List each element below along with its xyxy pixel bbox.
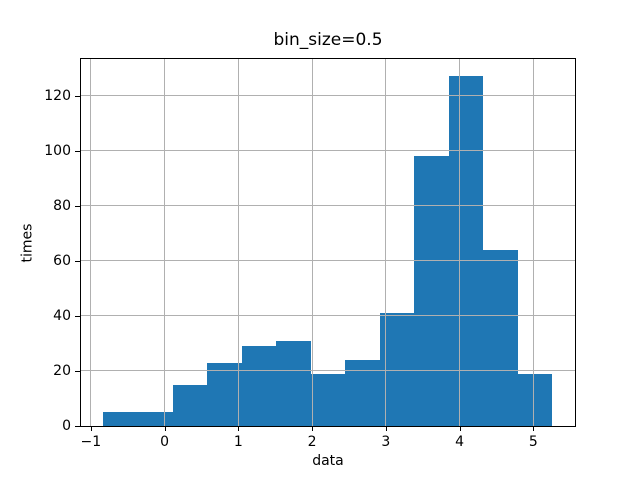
x-tick-mark <box>312 426 314 431</box>
y-tick-label: 100 <box>44 142 71 159</box>
histogram-bar <box>137 412 173 426</box>
x-tick-mark <box>238 426 240 431</box>
x-tick-label: −1 <box>80 434 102 450</box>
histogram-bar <box>207 362 242 426</box>
x-tick-label: 2 <box>307 434 317 450</box>
x-axis-label: data <box>312 453 344 469</box>
y-tick-mark <box>75 315 80 317</box>
x-tick-mark <box>164 426 166 431</box>
x-gridline <box>532 59 534 426</box>
histogram-bar <box>310 373 346 426</box>
histogram-bar <box>103 412 138 426</box>
histogram-bar <box>172 384 207 426</box>
histogram-bar <box>517 373 553 426</box>
y-tick-mark <box>75 205 80 207</box>
y-tick-mark <box>75 150 80 152</box>
x-tick-mark <box>533 426 535 431</box>
x-gridline <box>237 59 239 426</box>
histogram-bar <box>276 340 311 426</box>
x-tick-mark <box>90 426 92 431</box>
y-gridline <box>81 370 575 372</box>
y-tick-mark <box>75 426 80 427</box>
y-tick-label: 40 <box>53 307 71 324</box>
y-tick-label: 60 <box>53 252 71 269</box>
y-tick-mark <box>75 370 80 372</box>
chart-title: bin_size=0.5 <box>273 30 383 50</box>
histogram-bar <box>483 249 518 426</box>
y-gridline <box>81 425 575 427</box>
x-tick-label: 3 <box>381 434 391 450</box>
x-tick-mark <box>385 426 387 431</box>
y-tick-mark <box>75 95 80 97</box>
x-tick-label: 5 <box>528 434 538 450</box>
y-gridline <box>81 205 575 207</box>
x-tick-label: 1 <box>233 434 243 450</box>
x-gridline <box>90 59 92 426</box>
histogram-bar <box>241 346 277 426</box>
x-gridline <box>459 59 461 426</box>
grid-layer <box>81 59 575 427</box>
histogram-bar <box>414 156 449 426</box>
y-tick-label: 0 <box>62 418 71 434</box>
y-gridline <box>81 260 575 262</box>
x-gridline <box>164 59 166 426</box>
y-gridline <box>81 315 575 317</box>
bars-layer <box>81 59 575 426</box>
x-tick-mark <box>459 426 461 431</box>
x-gridline <box>385 59 387 426</box>
y-tick-label: 80 <box>53 197 71 214</box>
x-tick-label: 4 <box>455 434 465 450</box>
x-tick-label: 0 <box>160 434 170 450</box>
y-tick-label: 20 <box>53 362 71 379</box>
y-gridline <box>81 95 575 97</box>
x-gridline <box>311 59 313 426</box>
plot-area <box>81 59 575 427</box>
y-tick-mark <box>75 260 80 262</box>
y-tick-label: 120 <box>44 87 71 104</box>
histogram-bar <box>448 76 484 426</box>
y-gridline <box>81 150 575 152</box>
